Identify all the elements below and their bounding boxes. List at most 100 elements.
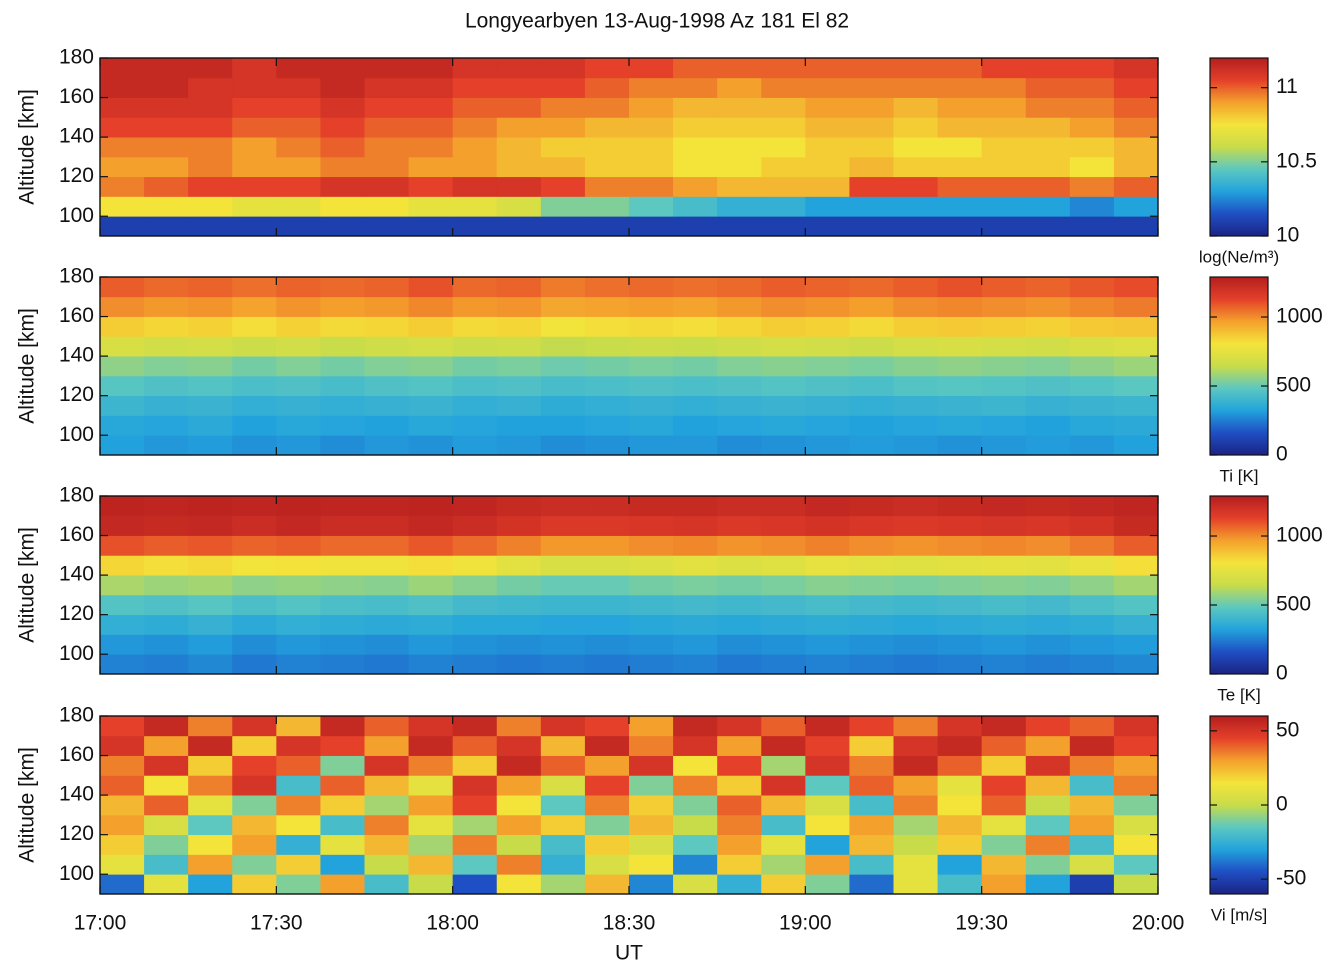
heatmap-cell [937, 395, 983, 416]
heatmap-cell [276, 814, 321, 836]
heatmap-cell [673, 814, 718, 836]
heatmap-cell [188, 296, 233, 317]
heatmap-cell [540, 795, 586, 816]
heatmap-cell [937, 716, 983, 737]
heatmap-cell [100, 496, 145, 517]
heatmap-cell [408, 296, 454, 317]
heatmap-cell [981, 176, 1027, 197]
chart-title: Longyearbyen 13-Aug-1998 Az 181 El 82 [465, 10, 849, 33]
colorbar-label: Ti [K] [1219, 466, 1258, 485]
colorbar-label: Te [K] [1217, 685, 1260, 704]
heatmap-cell [364, 834, 409, 855]
heatmap-cell [144, 435, 189, 456]
heatmap-cell [100, 277, 145, 298]
heatmap-cell [540, 58, 586, 79]
heatmap-cell [849, 814, 894, 836]
heatmap-cell [452, 137, 498, 158]
heatmap-cell [1069, 156, 1115, 178]
y-tick-label: 180 [59, 265, 94, 288]
heatmap-cell [893, 716, 938, 737]
heatmap-cell [100, 555, 145, 576]
heatmap-cell [232, 755, 277, 776]
heatmap-cell [364, 755, 409, 776]
heatmap-cell [408, 415, 454, 436]
heatmap-cell [496, 834, 542, 855]
heatmap-cell [1025, 814, 1071, 836]
heatmap-cell [144, 137, 189, 158]
heatmap-cell [276, 336, 321, 357]
heatmap-cell [1069, 515, 1115, 536]
heatmap-cell [496, 634, 542, 655]
heatmap-cell [849, 755, 894, 776]
heatmap-cell [188, 735, 233, 756]
heatmap-cell [144, 716, 189, 737]
heatmap-cell [673, 296, 718, 317]
heatmap-cell [849, 594, 894, 616]
heatmap-cell [849, 795, 894, 816]
heatmap-cell [629, 216, 674, 237]
heatmap-cell [673, 77, 718, 98]
y-tick-label: 180 [59, 484, 94, 507]
heatmap-cell [144, 814, 189, 836]
heatmap-cell [496, 654, 542, 675]
heatmap-cell [540, 716, 586, 737]
heatmap-cell [937, 614, 983, 635]
heatmap-cell [364, 515, 409, 536]
heatmap-cell [408, 755, 454, 776]
heatmap-cell [364, 814, 409, 836]
heatmap-cell [452, 716, 498, 737]
heatmap-cell [805, 216, 850, 237]
heatmap-cell [805, 196, 850, 217]
heatmap-cell [320, 795, 365, 816]
heatmap-cell [232, 775, 277, 796]
heatmap-cell [1113, 874, 1159, 895]
heatmap-cell [276, 277, 321, 298]
heatmap-cell [232, 296, 277, 317]
heatmap-cell [452, 336, 498, 357]
heatmap-cell [761, 77, 806, 98]
heatmap-cell [320, 854, 365, 875]
heatmap-cell [893, 97, 938, 118]
heatmap-cell [1113, 555, 1159, 576]
heatmap-cell [981, 834, 1027, 855]
heatmap-cell [100, 296, 145, 317]
heatmap-cell [1113, 395, 1159, 416]
heatmap-cell [144, 375, 189, 397]
heatmap-cell [893, 316, 938, 337]
heatmap-cell [144, 834, 189, 855]
heatmap-cell [540, 775, 586, 796]
heatmap-cell [452, 634, 498, 655]
heatmap-cell [805, 156, 850, 178]
heatmap-cell [981, 336, 1027, 357]
heatmap-cell [452, 735, 498, 756]
heatmap-cell [717, 137, 762, 158]
heatmap-cell [673, 575, 718, 596]
heatmap-cell [100, 515, 145, 536]
heatmap-cell [364, 176, 409, 197]
heatmap-cell [364, 555, 409, 576]
heatmap-cell [761, 834, 806, 855]
heatmap-cell [320, 735, 365, 756]
heatmap-cell [232, 735, 277, 756]
heatmap-cell [320, 176, 365, 197]
heatmap-cell [100, 755, 145, 776]
heatmap-cell [540, 356, 586, 377]
heatmap-cell [540, 515, 586, 536]
heatmap-cell [496, 795, 542, 816]
heatmap-cell [1025, 176, 1071, 197]
heatmap-cell [717, 535, 762, 556]
heatmap-cell [805, 555, 850, 576]
heatmap-cell [408, 614, 454, 635]
heatmap-cell [849, 775, 894, 796]
heatmap-cell [188, 594, 233, 616]
heatmap-cell [717, 874, 762, 895]
heatmap-cell [188, 435, 233, 456]
heatmap-cell [408, 156, 454, 178]
heatmap-cell [981, 277, 1027, 298]
heatmap-cell [584, 58, 630, 79]
heatmap-cell [232, 196, 277, 217]
heatmap-cell [629, 356, 674, 377]
heatmap-cell [584, 874, 630, 895]
heatmap-cell [893, 795, 938, 816]
heatmap-cell [188, 854, 233, 875]
